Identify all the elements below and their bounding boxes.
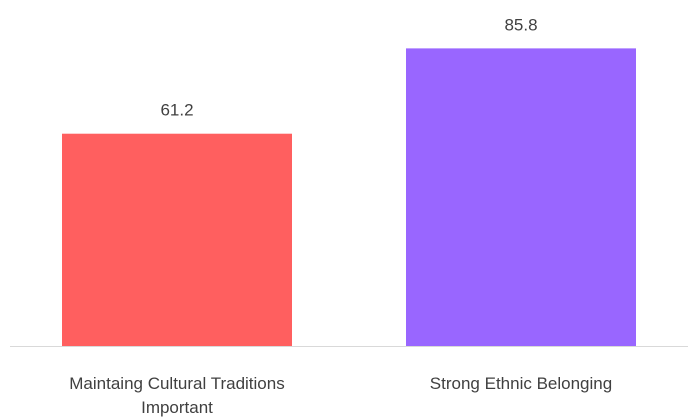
category-labels-group: Maintaing Cultural Traditions Important St… bbox=[69, 374, 612, 417]
category-label-line: Strong Ethnic Belonging bbox=[430, 374, 612, 393]
category-label-1: Maintaing Cultural Traditions Important bbox=[69, 374, 284, 417]
category-label-2: Strong Ethnic Belonging bbox=[430, 374, 612, 393]
category-label-line: Important bbox=[141, 398, 213, 417]
value-label-1: 61.2 bbox=[160, 101, 193, 120]
value-label-2: 85.8 bbox=[504, 15, 537, 34]
bar-2 bbox=[406, 48, 636, 346]
value-labels-group: 61.2 85.8 bbox=[160, 15, 537, 119]
bars-group bbox=[62, 48, 636, 346]
category-label-line: Maintaing Cultural Traditions bbox=[69, 374, 284, 393]
bar-1 bbox=[62, 133, 292, 346]
